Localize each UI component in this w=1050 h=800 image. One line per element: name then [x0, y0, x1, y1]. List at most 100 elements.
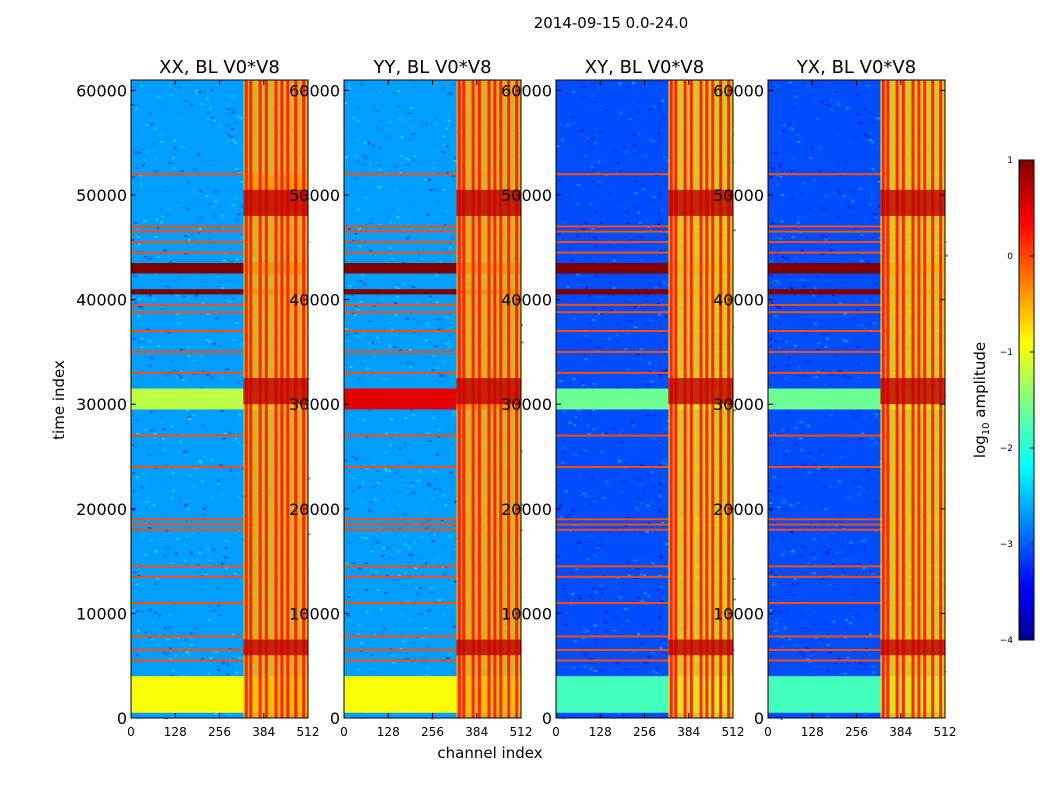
noise-cell — [600, 715, 604, 718]
noise-cell — [812, 294, 816, 297]
noise-cell — [352, 490, 355, 493]
noise-cell — [410, 353, 414, 355]
noise-cell — [846, 201, 850, 204]
noise-cell — [845, 606, 849, 608]
noise-cell — [655, 668, 659, 671]
noise-cell — [441, 151, 445, 154]
noise-cell — [415, 301, 419, 304]
noise-cell — [782, 124, 786, 127]
noise-cell — [406, 237, 410, 240]
x-axis-label: channel index — [437, 744, 542, 762]
noise-cell — [397, 288, 401, 290]
noise-cell — [158, 96, 162, 98]
noise-cell — [151, 166, 155, 169]
noise-cell — [623, 612, 627, 615]
noise-cell — [362, 583, 366, 586]
noise-cell — [449, 334, 453, 337]
noise-cell — [413, 155, 417, 158]
noise-cell — [376, 368, 380, 371]
noise-cell — [213, 616, 217, 619]
noise-cell — [799, 437, 802, 440]
noise-cell — [867, 467, 871, 470]
noise-cell — [592, 319, 596, 321]
noise-cell — [814, 498, 818, 501]
noise-cell — [817, 436, 821, 439]
noise-cell — [239, 343, 243, 346]
noise-cell — [385, 574, 389, 577]
noise-cell — [660, 471, 664, 474]
noise-cell — [623, 135, 627, 138]
noise-cell — [790, 436, 794, 439]
noise-cell — [776, 492, 779, 495]
noise-cell — [651, 140, 655, 143]
noise-cell — [443, 212, 447, 215]
noise-cell — [839, 441, 843, 443]
noise-cell — [816, 467, 820, 470]
noise-cell — [450, 237, 454, 240]
noise-cell — [430, 221, 433, 224]
y-axis-label: time index — [50, 360, 68, 440]
noise-cell — [151, 357, 154, 360]
noise-cell — [848, 622, 852, 625]
noise-cell — [781, 636, 785, 639]
noise-cell — [811, 89, 815, 92]
noise-cell — [663, 114, 667, 117]
noise-cell — [410, 236, 414, 239]
noise-cell — [200, 657, 204, 660]
noise-cell — [237, 495, 241, 498]
noise-cell — [381, 129, 385, 131]
noise-cell — [174, 89, 178, 92]
noise-cell — [583, 652, 587, 655]
rfi-row — [344, 518, 521, 521]
noise-cell — [863, 257, 867, 260]
rfi-row — [344, 659, 521, 662]
noise-cell — [661, 462, 665, 465]
noise-cell — [844, 619, 848, 622]
noise-cell — [858, 494, 862, 497]
noise-cell — [520, 503, 524, 506]
noise-cell — [148, 352, 152, 355]
noise-cell — [792, 643, 796, 646]
noise-cell — [866, 487, 870, 490]
noise-cell — [144, 484, 148, 487]
noise-cell — [636, 111, 640, 114]
noise-cell — [827, 103, 831, 106]
noise-cell — [232, 339, 236, 341]
noise-cell — [619, 596, 623, 599]
noise-cell — [363, 566, 367, 569]
noise-cell — [584, 334, 588, 337]
noise-cell — [605, 474, 609, 477]
noise-cell — [816, 349, 820, 351]
noise-cell — [134, 151, 138, 154]
noise-cell — [231, 323, 234, 326]
noise-cell — [838, 480, 841, 483]
noise-cell — [142, 501, 146, 504]
noise-cell — [617, 712, 621, 715]
noise-cell — [220, 409, 224, 412]
noise-cell — [374, 662, 378, 665]
noise-cell — [148, 294, 152, 297]
noise-cell — [846, 559, 850, 562]
noise-cell — [148, 364, 152, 367]
rfi-row — [344, 303, 521, 306]
noise-cell — [639, 357, 643, 360]
noise-cell — [655, 146, 659, 149]
noise-cell — [214, 200, 218, 203]
noise-cell — [148, 608, 152, 611]
noise-cell — [868, 203, 872, 206]
noise-cell — [224, 110, 228, 113]
noise-cell — [150, 123, 154, 126]
noise-cell — [237, 297, 241, 300]
noise-cell — [218, 614, 222, 617]
noise-cell — [171, 715, 175, 718]
noise-cell — [665, 369, 669, 371]
noise-cell — [661, 99, 665, 102]
noise-cell — [445, 316, 449, 319]
noise-cell — [574, 572, 578, 575]
noise-cell — [843, 636, 847, 639]
noise-cell — [221, 568, 225, 570]
noise-cell — [444, 504, 448, 507]
noise-cell — [388, 469, 392, 472]
rfi-row — [768, 311, 945, 314]
noise-cell — [137, 149, 141, 152]
